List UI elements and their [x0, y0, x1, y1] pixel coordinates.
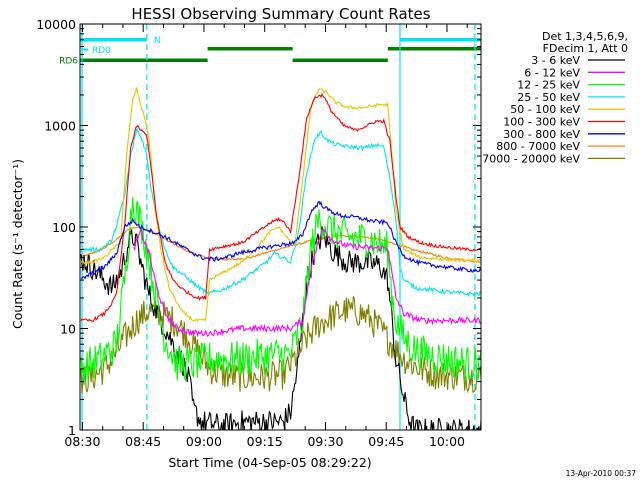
legend-entry-label: 50 - 100 keV [510, 103, 580, 116]
y-axis: 1 10 100 1000 10000 [36, 17, 481, 438]
legend-entry-label: 300 - 800 keV [503, 128, 580, 141]
x-tick-label: 09:45 [368, 434, 404, 449]
legend-header-line-2: FDecim 1, Att 0 [543, 42, 628, 55]
series-lines [80, 87, 481, 430]
flag-bar-label: RD0 [92, 46, 111, 56]
series-line [80, 87, 481, 323]
legend-header-line-1: Det 1,3,4,5,6,9, [542, 30, 628, 43]
legend-entry-label: 3 - 6 keV [531, 54, 580, 67]
flag-bar-label: RD6 [59, 57, 78, 67]
series-line [80, 296, 481, 394]
legend-entry-label: 100 - 300 keV [503, 116, 580, 129]
series-line [80, 226, 481, 430]
legend-entry-label: 800 - 7000 keV [496, 140, 580, 153]
x-tick-label: 08:30 [64, 434, 100, 449]
x-axis-label: Start Time (04-Sep-05 08:29:22) [168, 455, 371, 470]
y-tick-label: 100 [52, 220, 76, 235]
series-line [80, 127, 481, 298]
y-tick-label: 1 [68, 423, 76, 438]
x-tick-label: 09:00 [186, 434, 222, 449]
series-line [133, 227, 481, 338]
y-axis-label: Count Rate (s⁻¹ detector⁻¹) [10, 159, 25, 329]
flag-bar-label: N [154, 36, 161, 46]
y-tick-label: 10000 [36, 17, 76, 32]
x-tick-label: 10:00 [429, 434, 465, 449]
y-tick-label: 10 [60, 322, 76, 337]
legend: Det 1,3,4,5,6,9, FDecim 1, Att 0 3 - 6 k… [482, 30, 628, 165]
legend-entry-label: 12 - 25 keV [517, 79, 580, 92]
mode-flag-bars: N RD0 RD6 [59, 36, 481, 67]
y-tick-label: 1000 [44, 119, 76, 134]
x-tick-label: 08:45 [125, 434, 161, 449]
x-axis: 08:30 08:45 09:00 09:15 09:30 09:45 10:00 [64, 24, 468, 449]
series-line [80, 92, 481, 323]
legend-entry-label: 25 - 50 keV [517, 91, 580, 104]
series-line [80, 200, 481, 280]
footer-date: 13-Apr-2010 00:37 [566, 469, 637, 478]
chart-title: HESSI Observing Summary Count Rates [131, 5, 430, 23]
x-tick-label: 09:15 [247, 434, 283, 449]
legend-entry-label: 6 - 12 keV [524, 66, 580, 79]
x-tick-label: 09:30 [307, 434, 343, 449]
legend-entry-label: 7000 - 20000 keV [482, 152, 580, 165]
